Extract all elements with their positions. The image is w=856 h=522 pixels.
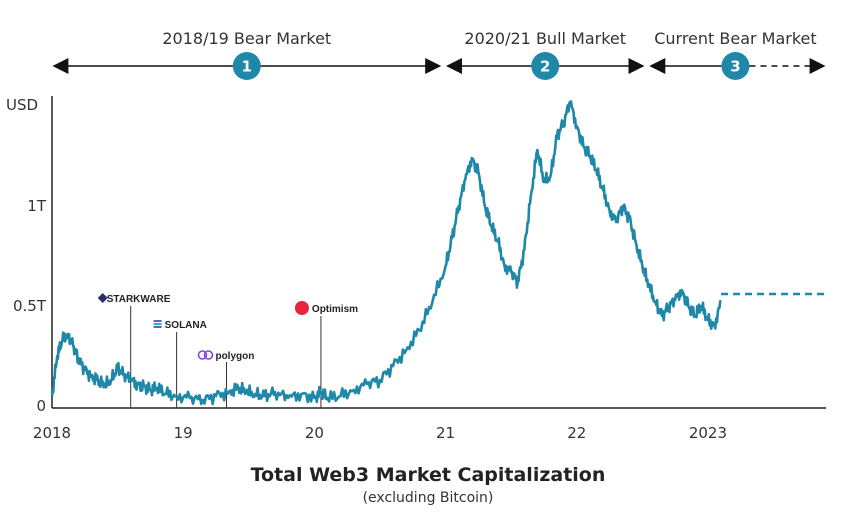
phase-annotations: 2018/19 Bear Market 1 2020/21 Bull Market 2… [52, 29, 826, 80]
solana-icon-bar [153, 326, 162, 328]
x-tick-label: 20 [305, 424, 324, 442]
starkware-icon [97, 293, 108, 303]
chart-subtitle: (excluding Bitcoin) [362, 490, 494, 506]
event-label: Optimism [312, 304, 358, 315]
y-tick-label: 0.5T [13, 297, 47, 315]
series-group [50, 100, 826, 406]
x-tick-label: 19 [174, 424, 193, 442]
phase-badge-number: 3 [730, 58, 740, 76]
polygon-icon-ring [203, 350, 214, 360]
event-label: polygon [215, 351, 254, 362]
phase-label-3: Current Bear Market [654, 29, 816, 48]
y-tick-label: 1T [27, 197, 47, 215]
solana-icon-bar [153, 323, 162, 325]
axes: USD 0 0.5T 1T 2018 19 20 21 22 2023 [6, 96, 826, 442]
phase-label-2: 2020/21 Bull Market [464, 29, 626, 48]
event-markers: STARKWARE SOLANA polygon Optimism [97, 293, 358, 408]
solana-icon [153, 320, 162, 322]
y-axis-label: USD [6, 96, 38, 114]
starkware-logo: STARKWARE [97, 293, 171, 305]
phase-label-1: 2018/19 Bear Market [162, 29, 331, 48]
polygon-logo: polygon [197, 350, 254, 362]
chart-title: Total Web3 Market Capitalization [250, 464, 606, 486]
phase-badge-number: 1 [242, 58, 252, 76]
polygon-icon [197, 350, 208, 360]
y-tick-label: 0 [36, 397, 46, 415]
phase-badge-number: 2 [540, 58, 550, 76]
solana-logo: SOLANA [153, 320, 207, 331]
optimism-icon [294, 301, 309, 315]
phase-badge-1 [232, 52, 261, 80]
phase-badge-3 [721, 52, 750, 80]
x-tick-label: 21 [436, 424, 455, 442]
optimism-logo: Optimism [294, 301, 358, 315]
x-tick-label: 2018 [33, 424, 71, 442]
series-line [50, 100, 722, 406]
phase-badge-2 [531, 52, 560, 80]
x-tick-label: 2023 [689, 424, 727, 442]
market-cap-chart: 2018/19 Bear Market 1 2020/21 Bull Market 2… [6, 29, 826, 442]
event-label: SOLANA [165, 320, 207, 331]
event-label: STARKWARE [107, 294, 171, 305]
x-tick-label: 22 [567, 424, 586, 442]
